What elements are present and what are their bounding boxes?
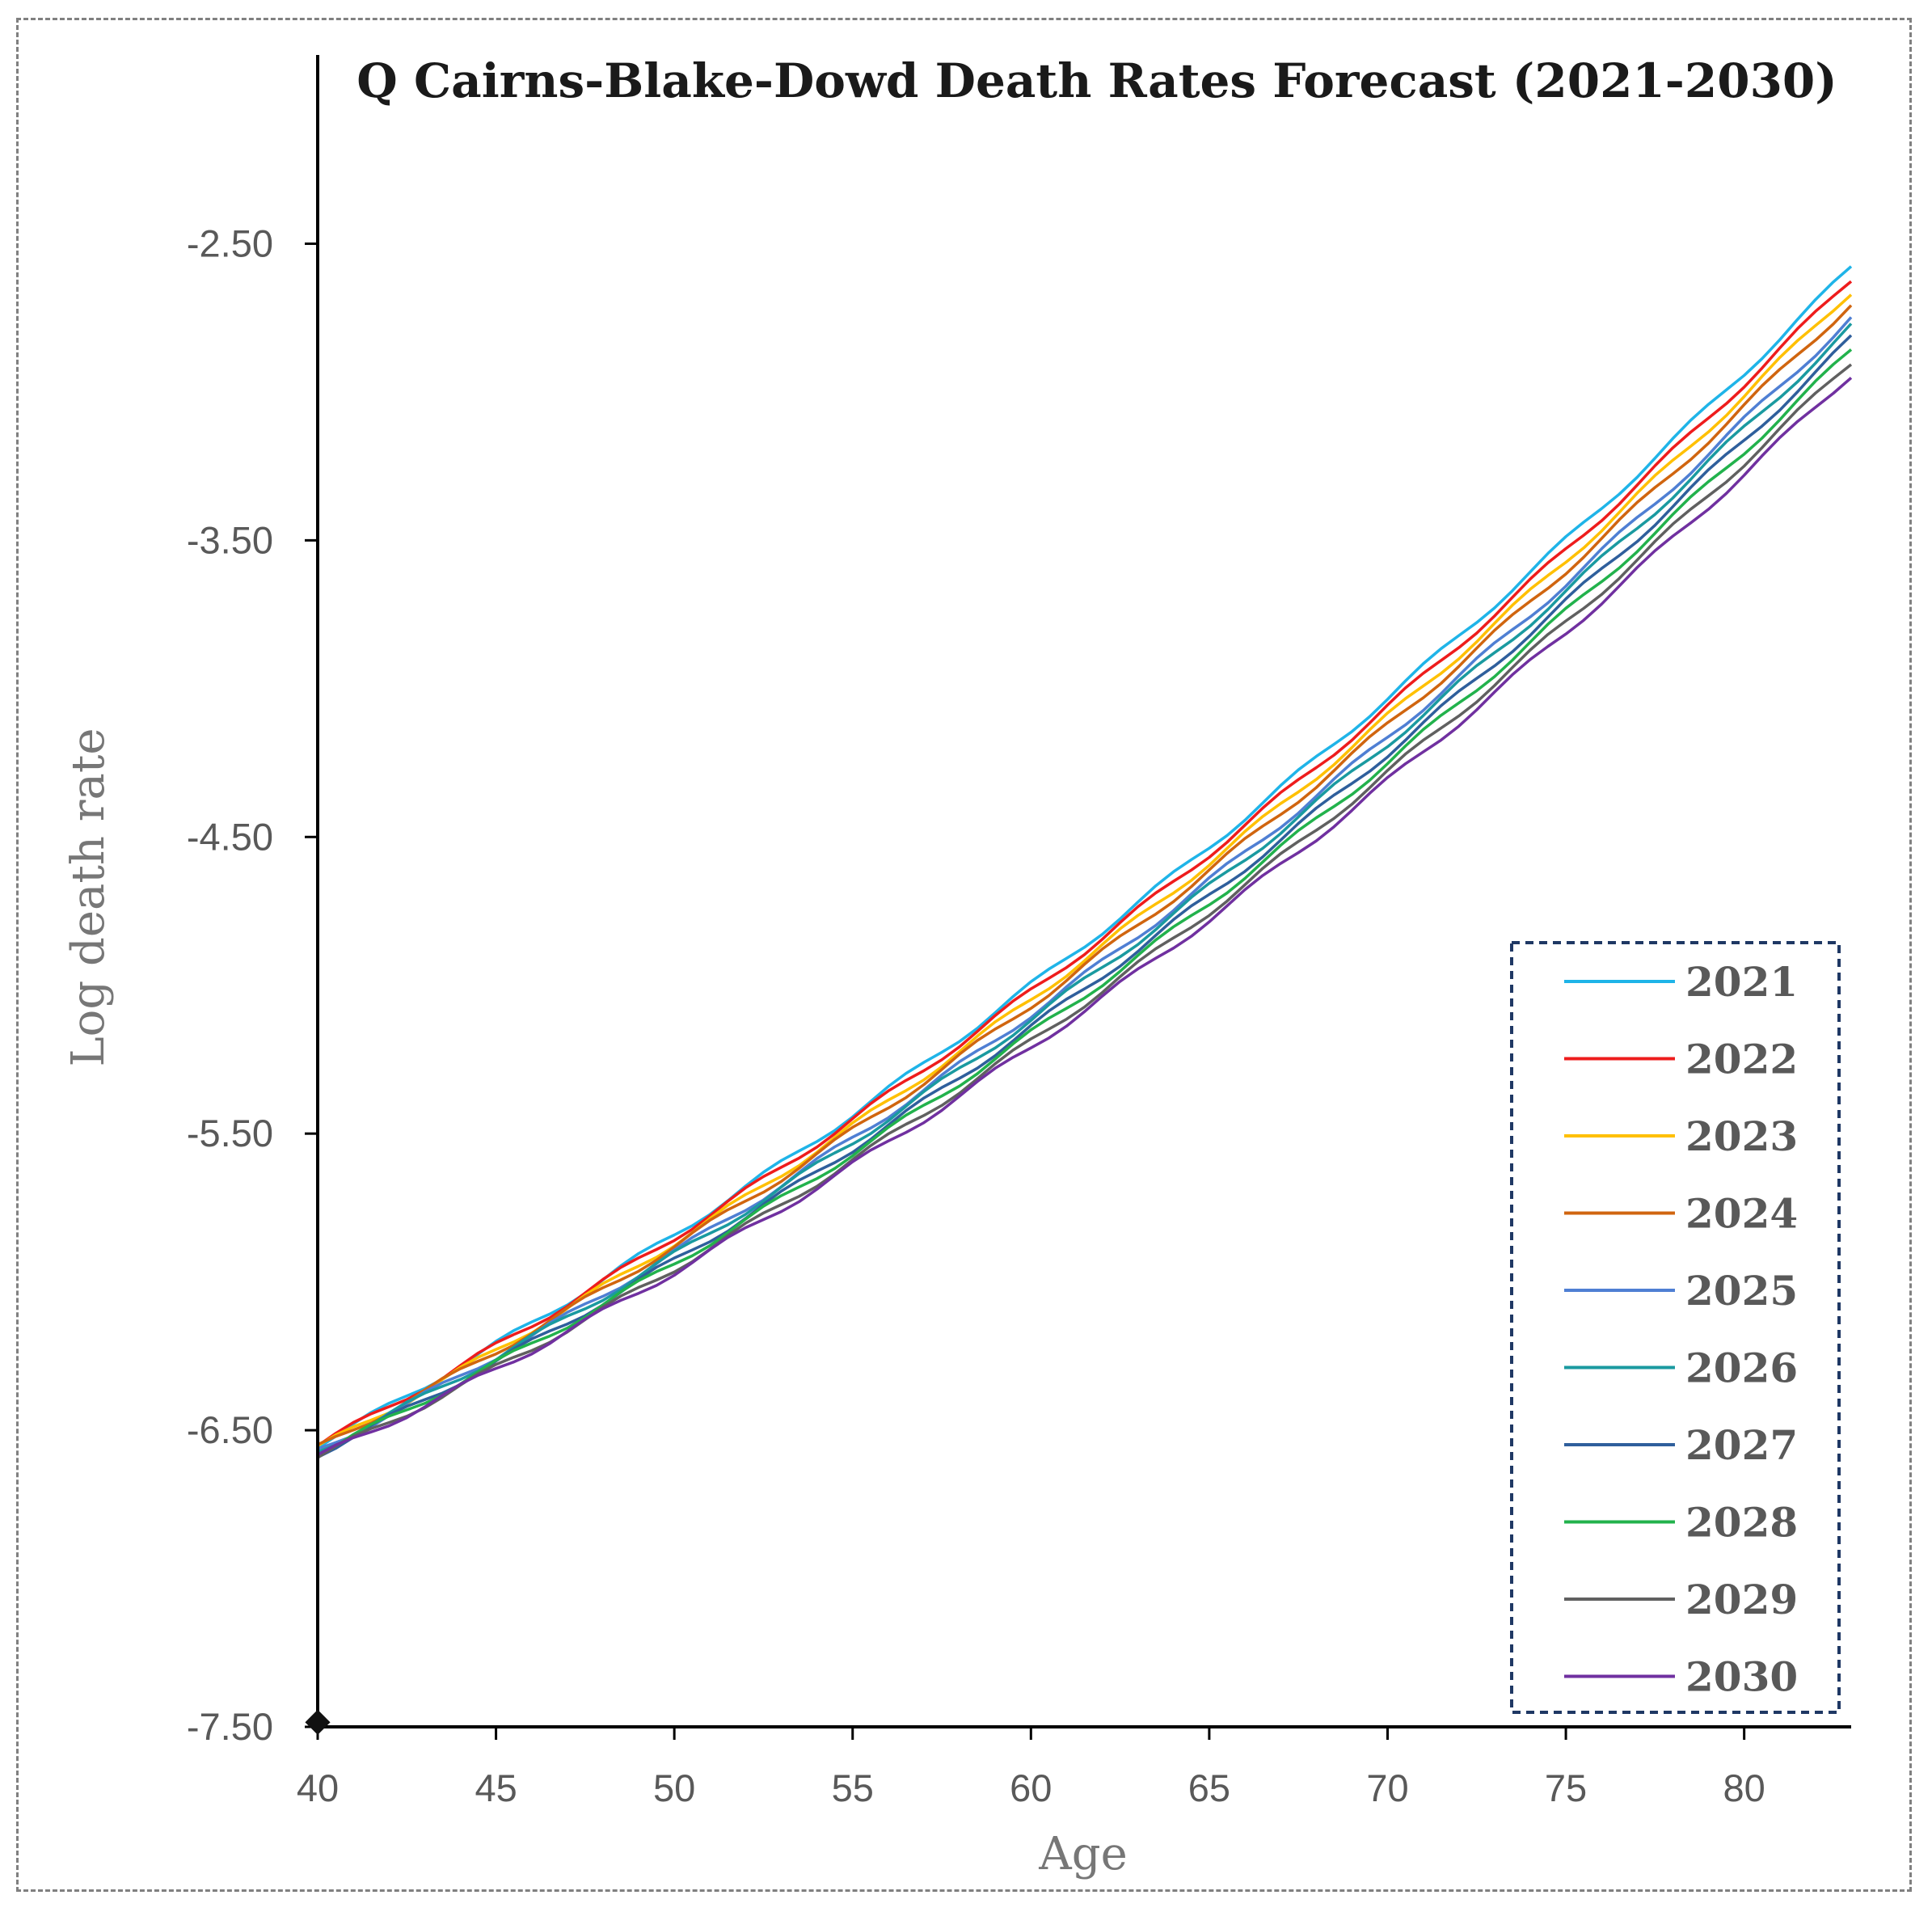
legend-label-2022: 2022 xyxy=(1685,1036,1798,1083)
series-lines xyxy=(317,265,1853,1459)
x-axis-label: Age xyxy=(1038,1828,1127,1880)
series-line-2030 xyxy=(317,376,1853,1456)
legend-label-2023: 2023 xyxy=(1685,1112,1798,1160)
y-tick-label: -7.50 xyxy=(187,1705,273,1748)
legend-label-2026: 2026 xyxy=(1685,1344,1798,1392)
x-tick-label: 65 xyxy=(1188,1766,1230,1809)
legend: 2021 2022 2023 2024 2025 2026 2027 2028 2029 2030 xyxy=(1510,941,1841,1714)
x-ticks: 40 45 50 55 60 65 70 75 80 xyxy=(297,1727,1765,1809)
series-line-2025 xyxy=(317,316,1853,1450)
y-ticks: -2.50 -3.50 -4.50 -5.50 -6.50 -7.50 xyxy=(187,222,318,1748)
y-tick-label: -5.50 xyxy=(187,1112,273,1154)
legend-label-2029: 2029 xyxy=(1685,1576,1798,1623)
y-tick-label: -6.50 xyxy=(187,1408,273,1451)
x-tick-label: 70 xyxy=(1366,1766,1408,1809)
legend-label-2024: 2024 xyxy=(1685,1190,1798,1238)
x-tick-label: 45 xyxy=(475,1766,517,1809)
x-tick-label: 55 xyxy=(832,1766,874,1809)
series-line-2028 xyxy=(317,348,1853,1458)
series-line-2024 xyxy=(317,304,1853,1446)
x-tick-label: 60 xyxy=(1010,1766,1052,1809)
chart-frame xyxy=(16,18,1912,1892)
chart-title: Q Cairns-Blake-Dowd Death Rates Forecast… xyxy=(356,53,1837,108)
axis-origin-marker xyxy=(305,1709,331,1735)
legend-label-2028: 2028 xyxy=(1685,1499,1798,1547)
series-line-2026 xyxy=(317,323,1853,1454)
x-tick-label: 50 xyxy=(653,1766,695,1809)
y-axis-label: Log death rate xyxy=(62,728,115,1066)
y-tick-label: -3.50 xyxy=(187,518,273,561)
legend-label-2027: 2027 xyxy=(1685,1421,1798,1469)
y-tick-label: -2.50 xyxy=(187,222,273,264)
series-line-2022 xyxy=(317,280,1853,1447)
y-tick-label: -4.50 xyxy=(187,815,273,858)
legend-box xyxy=(1510,941,1841,1714)
x-tick-label: 40 xyxy=(297,1766,339,1809)
legend-label-2030: 2030 xyxy=(1685,1653,1798,1701)
legend-label-2025: 2025 xyxy=(1685,1267,1798,1315)
x-tick-label: 80 xyxy=(1723,1766,1765,1809)
x-tick-label: 75 xyxy=(1545,1766,1587,1809)
legend-label-2021: 2021 xyxy=(1685,958,1798,1006)
series-line-2027 xyxy=(317,334,1853,1459)
